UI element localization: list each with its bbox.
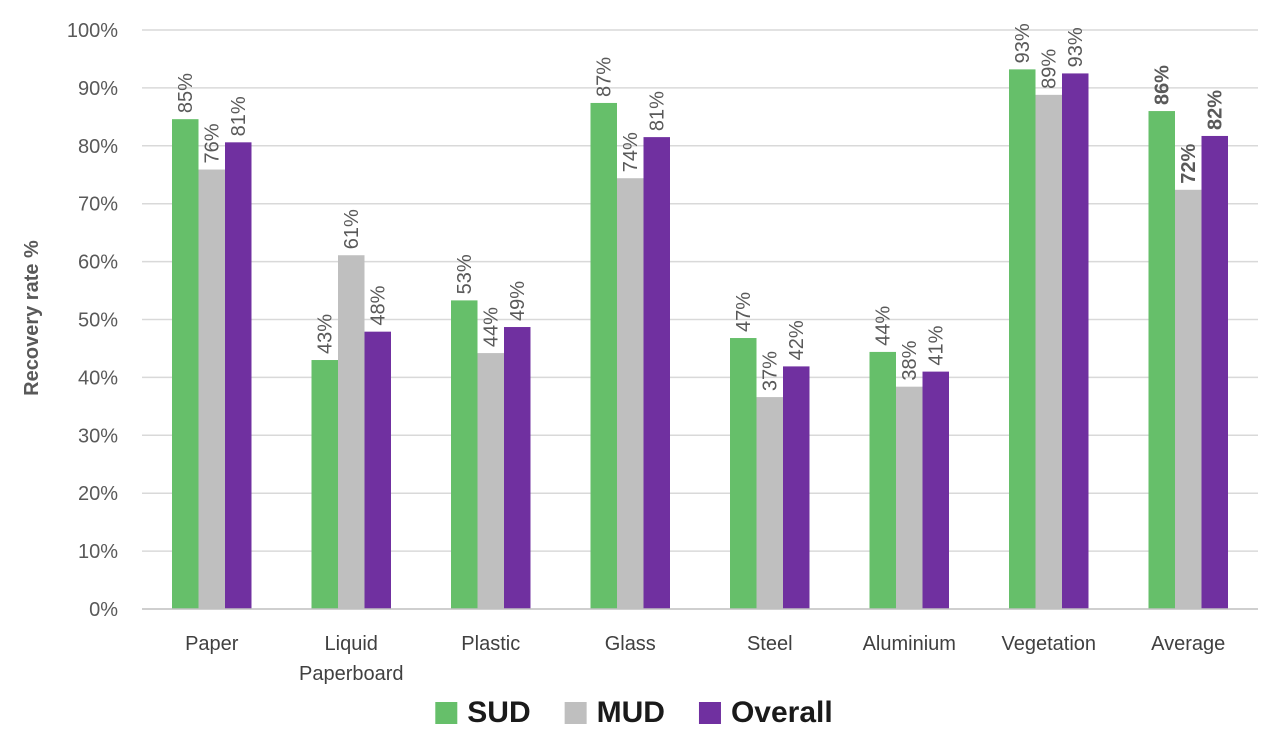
bar-overall [783, 366, 810, 609]
bar-sud [311, 360, 338, 609]
category-label: Glass [605, 633, 656, 655]
data-label-sud: 93% [1012, 23, 1034, 63]
bar-sud [1009, 69, 1036, 609]
data-label-mud: 61% [341, 209, 363, 249]
bar-mud [896, 386, 923, 609]
data-label-sud: 53% [454, 254, 476, 294]
data-label-sud: 87% [594, 57, 616, 97]
category-label: Plastic [461, 633, 520, 655]
bar-overall [225, 142, 252, 610]
bar-overall [364, 331, 391, 609]
data-label-mud: 89% [1039, 49, 1061, 89]
data-label-overall: 49% [507, 281, 529, 321]
category-label: Paper [185, 633, 239, 655]
y-tick-label: 100% [67, 20, 118, 42]
y-axis-title: Recovery rate % [21, 240, 43, 396]
data-label-overall: 42% [786, 320, 808, 360]
y-tick-label: 80% [78, 136, 118, 158]
data-label-overall: 93% [1065, 27, 1087, 67]
data-label-overall: 82% [1205, 90, 1227, 130]
bar-mud [477, 353, 504, 609]
y-axis-ticks: 0% 10% 20% 30% 40% 50% 60% 70% 80% 90% 100% [67, 20, 118, 621]
category-label: Vegetation [1001, 633, 1096, 655]
data-label-overall: 81% [228, 96, 250, 136]
legend: SUD MUD Overall [435, 696, 833, 729]
bar-mud [198, 169, 225, 609]
category-label: Aluminium [863, 633, 956, 655]
legend-swatch-overall [698, 702, 721, 724]
bar-mud [1035, 94, 1062, 609]
bar-overall [643, 137, 670, 610]
data-labels: 85%76%81%43%61%48%53%44%49%87%74%81%47%3… [175, 23, 1227, 391]
y-tick-label: 10% [78, 541, 118, 563]
legend-label-sud: SUD [467, 696, 530, 729]
bar-mud [617, 178, 644, 609]
bar-mud [1175, 189, 1202, 609]
category-label: Liquid Paperboard [299, 633, 404, 685]
y-tick-label: 70% [78, 194, 118, 216]
data-label-sud: 85% [175, 73, 197, 113]
x-axis-categories: Paper Liquid Paperboard Plastic Glass Steel Al… [185, 633, 1225, 685]
data-label-sud: 47% [733, 292, 755, 332]
bar-overall [922, 371, 949, 609]
data-label-mud: 76% [202, 123, 224, 163]
data-label-sud: 86% [1152, 65, 1174, 105]
legend-label-overall: Overall [731, 696, 833, 729]
data-label-mud: 74% [620, 132, 642, 172]
bar-sud [590, 102, 617, 609]
data-label-sud: 43% [315, 314, 337, 354]
gridlines [142, 29, 1258, 552]
bar-sud [451, 300, 478, 609]
y-tick-label: 90% [78, 78, 118, 100]
bar-mud [338, 255, 365, 609]
y-tick-label: 40% [78, 367, 118, 389]
bar-sud [1148, 111, 1175, 609]
legend-swatch-mud [564, 702, 587, 724]
data-label-overall: 48% [368, 285, 390, 325]
data-label-sud: 44% [873, 306, 895, 346]
bar-sud [172, 119, 199, 609]
category-label: Steel [747, 633, 793, 655]
data-label-mud: 72% [1178, 144, 1200, 184]
y-tick-label: 30% [78, 425, 118, 447]
bar-sud [730, 338, 757, 609]
bar-overall [504, 327, 531, 609]
data-label-mud: 38% [899, 340, 921, 380]
legend-swatch-sud [435, 702, 458, 724]
bars [172, 69, 1228, 610]
bar-sud [869, 351, 896, 609]
y-tick-label: 50% [78, 310, 118, 332]
data-label-overall: 41% [926, 325, 948, 365]
y-tick-label: 20% [78, 483, 118, 505]
data-label-mud: 37% [760, 351, 782, 391]
bar-mud [756, 397, 783, 609]
data-label-mud: 44% [481, 307, 503, 347]
bar-overall [1062, 73, 1089, 610]
data-label-overall: 81% [647, 91, 669, 131]
category-label: Average [1151, 633, 1225, 655]
bar-overall [1201, 135, 1228, 609]
y-tick-label: 60% [78, 252, 118, 274]
y-tick-label: 0% [89, 599, 118, 621]
legend-label-mud: MUD [597, 696, 665, 729]
